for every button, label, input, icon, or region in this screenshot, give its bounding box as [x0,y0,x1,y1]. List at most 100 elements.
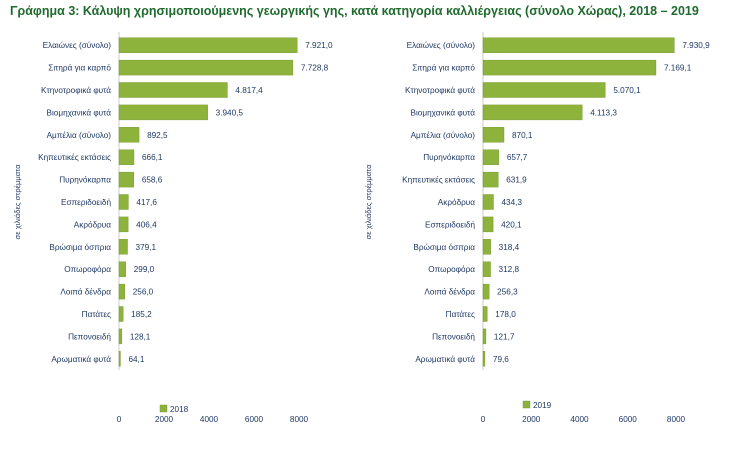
category-label: Βρώσιμα όσπρια [413,243,475,252]
category-label: Πυρηνόκαρπα [423,153,475,162]
bar [118,127,140,143]
category-label: Κτηνοτροφικά φυτά [405,86,475,95]
data-label: 7.921,0 [305,41,333,50]
category-label: Λοιπά δένδρα [424,288,475,297]
category-label: Βιομηχανικά φυτά [411,108,476,117]
data-label: 658,6 [142,176,163,185]
data-label: 631,9 [506,176,527,185]
category-label: Ακρόδρυα [74,220,111,229]
category-label: Βιομηχανικά φυτά [47,108,112,117]
x-tick-label: 2000 [155,415,174,424]
category-label: Πεπονοειδή [432,332,475,341]
category-label: Βρώσιμα όσπρια [49,243,111,252]
bar [482,37,675,53]
bar [118,59,294,76]
category-label: Ελαιώνες (σύνολο) [43,41,112,50]
category-label: Πατάτες [82,310,111,319]
category-label: Σιτηρά για καρπό [412,64,475,73]
bar [482,59,657,76]
category-label: Κηπευτικές εκτάσεις [38,153,111,162]
category-label: Αρωματικά φυτά [51,355,111,364]
category-label: Αμπέλια (σύνολο) [47,131,112,140]
data-label: 7.169,1 [664,64,692,73]
bar [118,261,126,277]
data-label: 4.113,3 [590,108,617,117]
data-label: 79,6 [493,355,509,364]
category-label: Κηπευτικές εκτάσεις [402,176,475,185]
x-tick-label: 6000 [619,415,638,424]
x-tick-label: 2000 [522,415,541,424]
legend-swatch [159,404,168,413]
bar [118,328,123,345]
data-label: 5.070,1 [613,86,641,95]
data-label: 7.728,8 [301,64,329,73]
bar [482,149,500,165]
bar [118,283,125,300]
y-axis-title: σε χιλιάδες στρέμματα [13,164,22,240]
bar [118,306,124,322]
category-label: Πυρηνόκαρπα [59,176,111,185]
category-label: Εσπεριδοειδή [425,220,475,229]
data-label: 256,3 [497,288,518,297]
data-label: 892,5 [147,131,168,140]
chart-2019: Ελαιώνες (σύνολο) 7.930,9 Σιτηρά για καρπό… [364,32,710,424]
bar [118,194,129,210]
category-label: Ακρόδρυα [438,198,475,207]
legend-label: 2018 [170,405,189,414]
category-label: Αρωματικά φυτά [415,355,475,364]
bar [482,216,494,233]
x-tick-label: 0 [117,415,122,424]
category-label: Εσπεριδοειδή [61,198,111,207]
bar [118,37,298,53]
data-label: 379,1 [136,243,157,252]
bar [482,283,490,300]
data-label: 870,1 [512,131,533,140]
data-label: 3.940,5 [216,108,244,117]
x-tick-label: 8000 [667,415,686,424]
bar [118,239,128,255]
chart-2018: Ελαιώνες (σύνολο) 7.921,0 Σιτηρά για καρπό… [13,32,333,424]
bar [482,194,494,210]
category-label: Οπωροφόρα [64,265,111,274]
bar [482,104,583,121]
data-label: 64,1 [128,355,144,364]
data-label: 312,8 [499,265,520,274]
category-label: Αμπέλια (σύνολο) [411,131,476,140]
x-tick-label: 8000 [290,415,309,424]
bar [482,306,488,322]
data-label: 121,7 [494,332,515,341]
data-label: 406,4 [136,220,157,229]
bar [482,171,499,188]
category-label: Λοιπά δένδρα [60,288,111,297]
bar [118,216,129,233]
data-label: 299,0 [134,265,155,274]
data-label: 318,4 [499,243,520,252]
legend-swatch [522,400,531,409]
data-label: 666,1 [142,153,163,162]
data-label: 128,1 [130,332,151,341]
bar [118,351,121,367]
data-label: 420,1 [501,220,522,229]
bar [118,171,135,188]
data-label: 657,7 [507,153,528,162]
page-title: Γράφημα 3: Κάλυψη χρησιμοποιούμενης γεωρ… [10,4,699,18]
category-label: Πατάτες [446,310,475,319]
data-label: 7.930,9 [682,41,710,50]
data-label: 185,2 [131,310,152,319]
bar [118,82,228,98]
data-label: 434,3 [501,198,522,207]
x-tick-label: 0 [481,415,486,424]
data-label: 417,6 [136,198,157,207]
category-label: Πεπονοειδή [68,332,111,341]
data-label: 256,0 [133,288,154,297]
legend-label: 2019 [533,401,552,410]
x-tick-label: 6000 [245,415,264,424]
bar [482,328,487,345]
y-axis-title: σε χιλιάδες στρέμματα [364,164,373,240]
category-label: Κτηνοτροφικά φυτά [41,86,111,95]
category-label: Οπωροφόρα [428,265,475,274]
bar [118,149,135,165]
bar [482,127,505,143]
bar [482,261,491,277]
